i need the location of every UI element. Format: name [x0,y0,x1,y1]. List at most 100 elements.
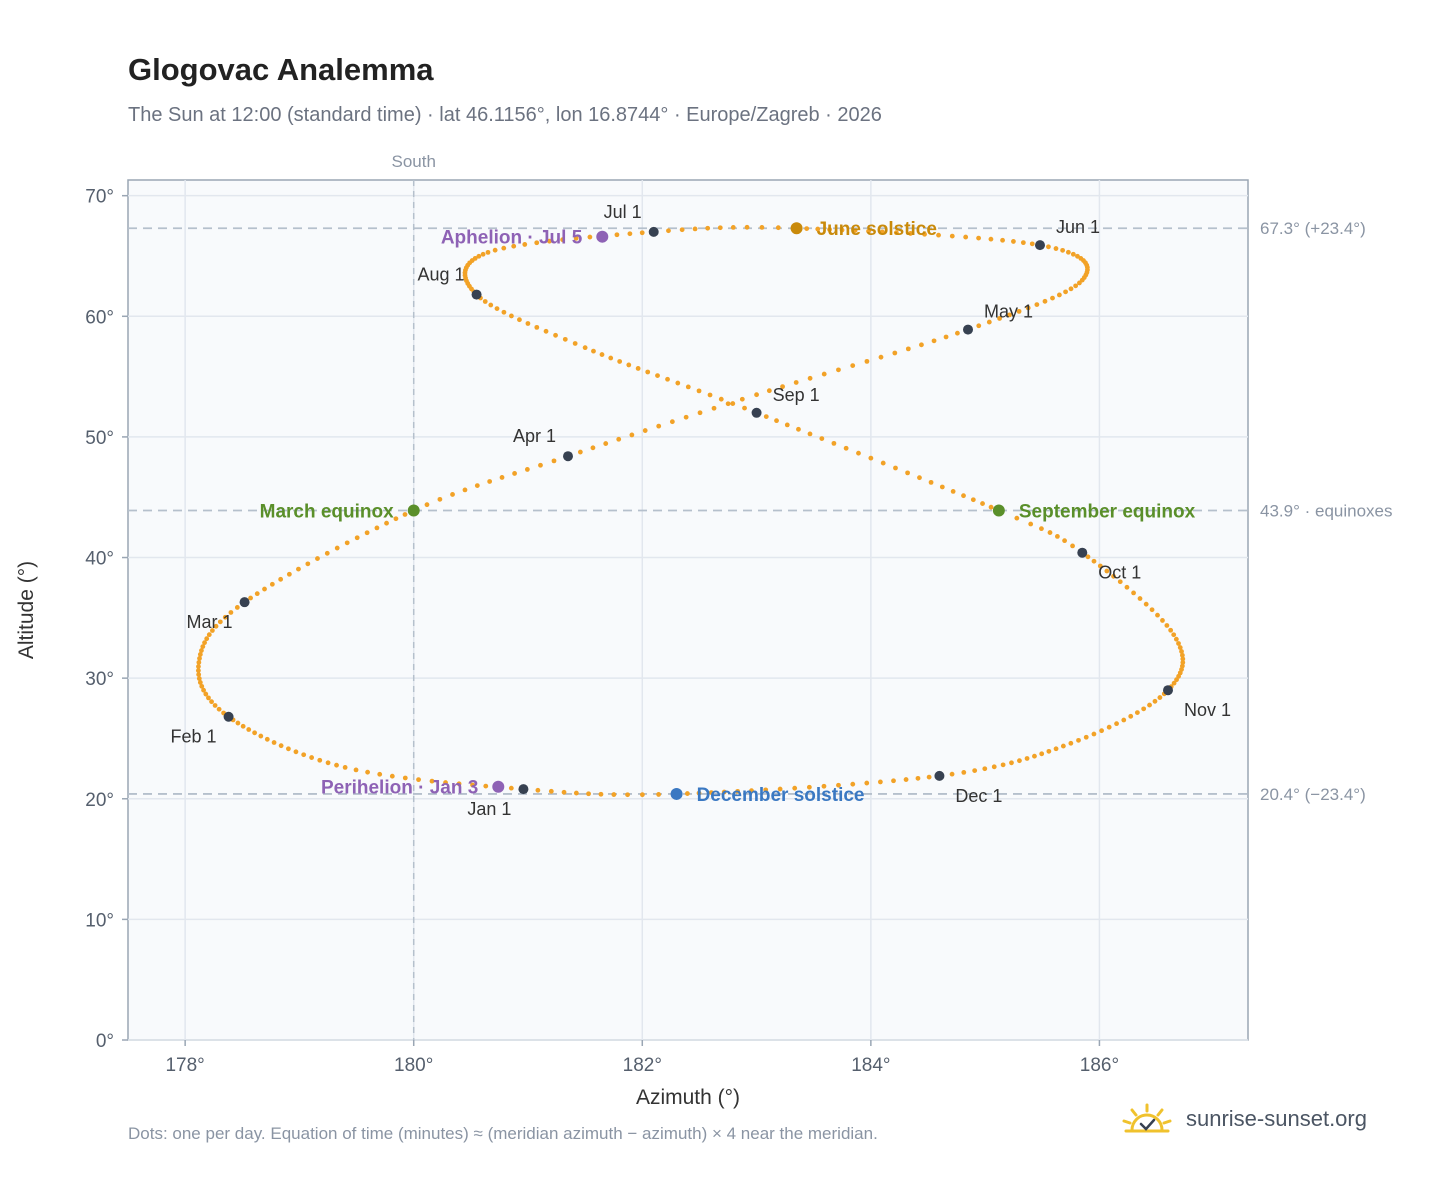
daily-sun-dot [696,388,702,394]
daily-sun-dot [807,431,813,437]
daily-sun-dot [864,358,870,364]
daily-sun-dot [1141,706,1147,712]
daily-sun-dot [879,229,885,235]
daily-sun-dot [1099,728,1105,734]
daily-sun-dot [1028,521,1034,527]
daily-sun-dot [572,341,578,346]
y-tick-label: 60° [85,307,114,328]
daily-sun-dot [603,441,609,446]
daily-sun-dot [562,336,568,342]
daily-sun-dot [456,781,462,787]
daily-sun-dot [443,780,448,785]
daily-sun-dot [850,781,856,787]
daily-sun-dot [742,405,747,411]
y-tick-label: 70° [85,187,114,208]
daily-sun-dot [509,313,514,319]
month-marker-dot [1035,240,1045,251]
axes: 178° 180° 182° 184° 186° 0° 10° 20° 30° 40° 50° 60°… [15,187,1119,1109]
y-tick-label: 40° [85,549,114,570]
daily-sun-dot [804,226,810,232]
daily-sun-dot [1025,305,1031,311]
daily-sun-dot [635,366,641,371]
daily-sun-dot [730,225,736,230]
daily-sun-dot [296,566,301,572]
daily-sun-dot [573,235,579,241]
daily-sun-dot [196,676,202,681]
brand-name[interactable]: sunrise-sunset.org [1186,1106,1367,1131]
daily-sun-dot [683,414,689,420]
daily-sun-dot [258,733,264,739]
daily-sun-dot [850,363,856,369]
daily-sun-dot [499,475,505,480]
daily-sun-dot [1131,590,1136,596]
daily-sun-dot [1065,249,1071,255]
sunrise-logo-icon [1122,1103,1172,1133]
altitude-reference-label: 43.9° · equinoxes [1260,501,1393,520]
daily-sun-dot [535,787,541,793]
daily-sun-dot [342,765,348,770]
daily-sun-dot [248,595,253,601]
daily-sun-dot [1046,244,1051,250]
daily-sun-dot [235,720,241,726]
daily-sun-dot [919,342,924,348]
month-marker-label: Nov 1 [1184,700,1231,720]
daily-sun-dot [462,487,468,493]
daily-sun-dot [364,530,370,536]
daily-sun-dot [476,253,482,259]
month-marker-label: Jul 1 [604,202,642,222]
daily-sun-dot [1000,762,1006,768]
daily-sun-dot [334,545,340,551]
daily-sun-dot [196,672,202,677]
daily-sun-dot [878,354,884,360]
daily-sun-dot [1157,695,1163,700]
daily-sun-dot [880,460,886,466]
daily-sun-dot [324,550,330,556]
daily-sun-dot [675,380,681,386]
daily-sun-dot [201,687,206,693]
daily-sun-dot [754,392,759,398]
daily-sun-dot [1111,573,1116,579]
grid [128,180,1248,1041]
daily-sun-dot [1070,543,1075,549]
chart-title: Glogovac Analemma [128,52,434,87]
month-marker-dot [1163,685,1173,696]
event-marker-dot [596,230,609,243]
daily-sun-dot [852,228,858,234]
daily-sun-dot [705,225,711,231]
x-tick-label: 178° [165,1055,204,1076]
month-marker-dot [934,770,945,781]
daily-sun-dot [1134,710,1140,715]
daily-sun-dot [204,636,210,642]
daily-sun-dot [1137,596,1143,601]
daily-sun-dot [254,591,260,597]
daily-sun-dot [309,755,315,760]
daily-sun-dot [997,316,1002,321]
daily-sun-dot [949,771,955,777]
daily-sun-dot [796,426,801,432]
daily-sun-dot [1017,758,1022,764]
daily-sun-dot [988,236,994,242]
daily-sun-dot [501,245,507,251]
daily-sun-dot [721,789,727,795]
daily-sun-dot [1016,308,1022,314]
daily-sun-dot [1085,554,1091,560]
daily-sun-dot [892,350,898,356]
daily-sun-dot [591,348,596,354]
daily-sun-dot [551,458,557,464]
daily-sun-dot [1168,627,1174,633]
daily-sun-dot [1034,302,1040,308]
daily-sun-dot [561,789,567,795]
daily-sun-dot [1007,312,1012,318]
daily-sun-dot [209,699,214,705]
daily-sun-dot [1062,538,1067,544]
brand[interactable]: sunrise-sunset.org [1120,1102,1367,1136]
daily-sun-dot [334,762,339,768]
daily-sun-dot [246,727,252,732]
daily-sun-dot [553,332,558,338]
daily-sun-dot [482,299,488,304]
plot-area [127,179,1249,1041]
event-markers: June solstice December solstice March equi… [260,219,1196,806]
event-label: June solstice [817,219,937,240]
daily-sun-dot [429,778,435,784]
daily-sun-dot [780,384,785,390]
